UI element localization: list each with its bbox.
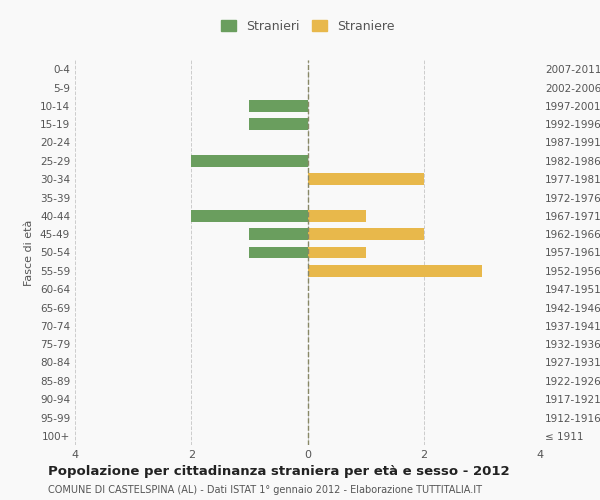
- Y-axis label: Fasce di età: Fasce di età: [25, 220, 34, 286]
- Bar: [308, 228, 424, 240]
- Text: COMUNE DI CASTELSPINA (AL) - Dati ISTAT 1° gennaio 2012 - Elaborazione TUTTITALI: COMUNE DI CASTELSPINA (AL) - Dati ISTAT …: [48, 485, 482, 495]
- Bar: [308, 173, 424, 185]
- Bar: [308, 210, 365, 222]
- Bar: [308, 265, 482, 277]
- Legend: Stranieri, Straniere: Stranieri, Straniere: [217, 16, 398, 36]
- Bar: [308, 246, 365, 258]
- Bar: [250, 118, 308, 130]
- Bar: [191, 210, 308, 222]
- Bar: [250, 246, 308, 258]
- Bar: [250, 228, 308, 240]
- Text: Popolazione per cittadinanza straniera per età e sesso - 2012: Popolazione per cittadinanza straniera p…: [48, 465, 509, 478]
- Bar: [250, 100, 308, 112]
- Bar: [191, 155, 308, 167]
